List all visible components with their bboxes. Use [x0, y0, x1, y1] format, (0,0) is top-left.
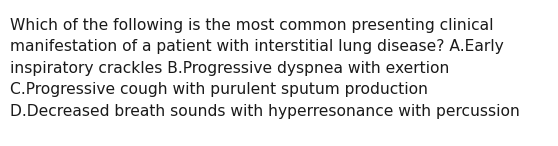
Text: Which of the following is the most common presenting clinical
manifestation of a: Which of the following is the most commo…	[10, 18, 520, 119]
